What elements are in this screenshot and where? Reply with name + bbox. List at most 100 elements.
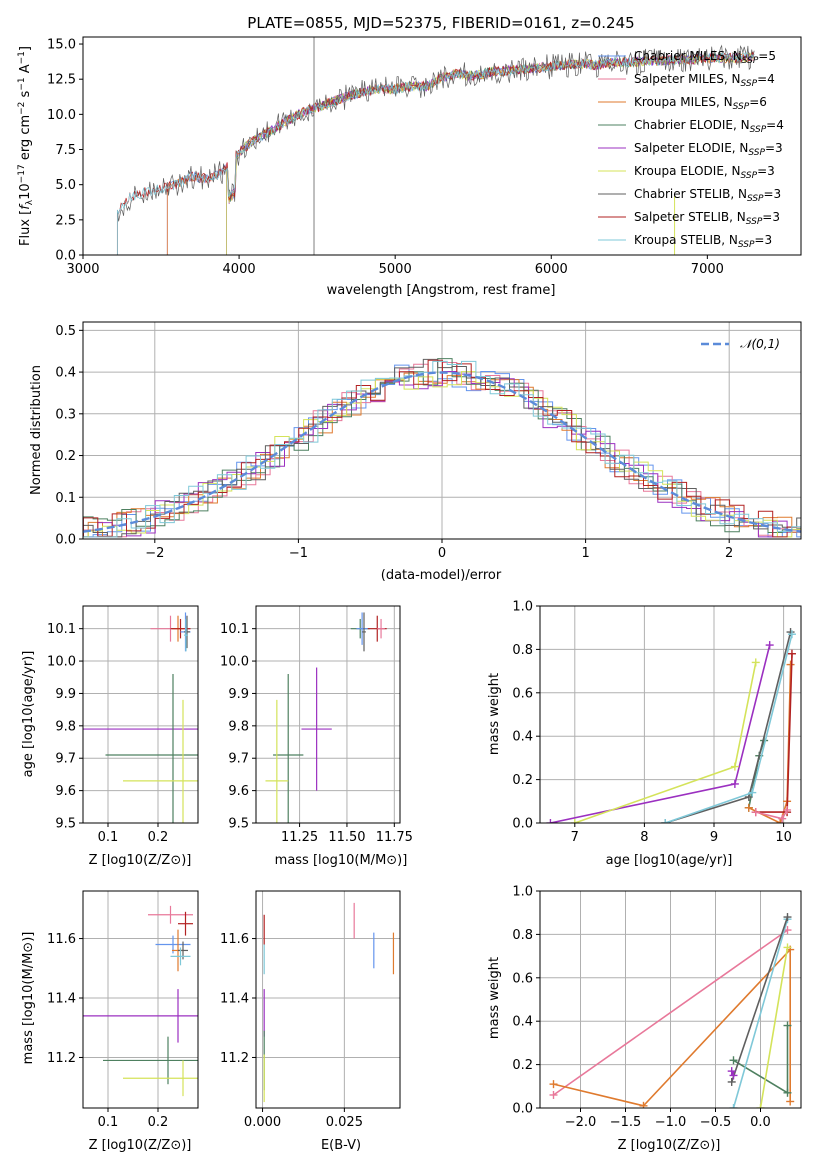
x-tick-label: −1.0 — [655, 1115, 687, 1130]
plot-layer: 3000 4000 5000 6000 70000.02.55.07.510.012.5… — [17, 36, 802, 1130]
y-tick-label: 5.0 — [55, 178, 76, 193]
y-tick-label: 10.0 — [220, 655, 249, 670]
z-weight-ylabel: mass weight — [487, 957, 502, 1039]
weight-line-kroupa_miles — [553, 947, 791, 1107]
x-tick-label: 0.2 — [148, 830, 169, 845]
y-tick-label: 0.4 — [512, 730, 533, 745]
weight-line-salpeter_miles — [553, 929, 788, 1096]
z-weight-xlabel: Z [log10(Z/Z⊙)] — [618, 1138, 721, 1153]
legend-entry: Salpeter STELIB, NSSP=3 — [634, 210, 780, 227]
x-tick-label: 1 — [581, 546, 589, 561]
ebv-mass-xlabel: E(B-V) — [321, 1138, 361, 1153]
residual-histograms — [83, 358, 801, 538]
histogram-chabrier_miles — [83, 364, 801, 538]
plot-frame — [255, 890, 401, 1109]
x-tick-label: 2 — [725, 546, 733, 561]
weight-line-chabrier_stelib — [730, 916, 789, 1083]
legend-entry: Chabrier ELODIE, NSSP=4 — [634, 118, 784, 135]
y-tick-label: 0.6 — [512, 686, 533, 701]
weights-z_weight — [549, 913, 795, 1108]
panel-age_weight: 7 8 9 10 0.0 0.2 0.4 0.6 0.8 1.0 — [512, 600, 801, 845]
normal-curve — [83, 371, 801, 533]
plot-frame — [82, 605, 199, 824]
y-tick-label: 10.0 — [47, 108, 76, 123]
weight-line-kroupa_elodie — [759, 947, 789, 1108]
y-tick-label: 0.8 — [512, 643, 533, 658]
x-tick-label: 0 — [438, 546, 446, 561]
spectrum-line-chabrier_stelib — [116, 44, 755, 255]
panel-mass_age: 11.25 11.50 11.75 9.5 9.6 9.7 9.8 9.9 10.0 10.1 — [220, 606, 413, 845]
residuals-ylabel: Normed distribution — [29, 365, 44, 495]
y-tick-label: 9.7 — [55, 752, 76, 767]
x-tick-label: 6000 — [535, 262, 568, 277]
y-tick-label: 9.8 — [55, 719, 76, 734]
spectrum-line-salpeter_elodie — [226, 51, 754, 255]
x-tick-label: 0.1 — [98, 1115, 119, 1130]
histogram-salpeter_stelib — [83, 359, 801, 538]
x-tick-label: 7 — [571, 830, 579, 845]
weight-line-salpeter_elodie — [550, 644, 771, 823]
y-tick-label: 7.5 — [55, 143, 76, 158]
legend-entry: Chabrier MILES, NSSP=5 — [634, 49, 776, 66]
legend-entry: 𝒩(0,1) — [740, 337, 780, 351]
plot-frame — [255, 605, 401, 824]
x-tick-label: 10 — [775, 830, 792, 845]
y-tick-label: 11.2 — [220, 1051, 249, 1066]
panel-ebv_mass: 0.000 0.025 11.2 11.4 11.6 — [220, 891, 400, 1130]
y-tick-label: 9.5 — [55, 817, 76, 832]
spectrum-line-salpeter_stelib — [116, 51, 755, 255]
y-tick-label: 10.1 — [220, 622, 249, 637]
y-tick-label: 10.1 — [47, 622, 76, 637]
y-tick-label: 11.4 — [220, 992, 249, 1007]
y-tick-label: 0.6 — [512, 971, 533, 986]
y-tick-label: 11.6 — [220, 932, 249, 947]
y-tick-label: 9.6 — [228, 784, 249, 799]
y-tick-label: 1.0 — [512, 885, 533, 900]
errorbars-mass_age — [265, 612, 387, 823]
x-tick-label: 11.75 — [376, 830, 413, 845]
histogram-kroupa_stelib — [83, 360, 801, 538]
x-tick-label: 0.000 — [244, 1115, 281, 1130]
legend-entry: Salpeter ELODIE, NSSP=3 — [634, 141, 783, 158]
weights-age_weight — [546, 628, 796, 823]
y-tick-label: 1.0 — [512, 600, 533, 615]
y-tick-label: 9.8 — [228, 719, 249, 734]
y-tick-label: 0.0 — [55, 249, 76, 264]
residuals-xlabel: (data-model)/error — [381, 568, 502, 583]
y-tick-label: 0.8 — [512, 928, 533, 943]
errorbars-z_age — [83, 612, 198, 823]
z-mass-xlabel: Z [log10(Z/Z⊙)] — [89, 1138, 192, 1153]
x-tick-label: 9 — [710, 830, 718, 845]
y-tick-label: 0.0 — [55, 533, 76, 548]
x-tick-label: −2.0 — [565, 1115, 597, 1130]
y-tick-label: 10.0 — [47, 655, 76, 670]
x-tick-label: 5000 — [379, 262, 412, 277]
plot-frame — [539, 890, 802, 1109]
y-tick-label: 0.5 — [55, 324, 76, 339]
x-tick-label: 0.025 — [326, 1115, 363, 1130]
panel-z_age: 0.1 0.2 9.5 9.6 9.7 9.8 9.9 10.0 10.1 — [47, 606, 198, 845]
y-tick-label: 9.9 — [55, 687, 76, 702]
y-tick-label: 11.2 — [47, 1051, 76, 1066]
legend-entry: Kroupa MILES, NSSP=6 — [634, 95, 767, 112]
y-tick-label: 0.1 — [55, 491, 76, 506]
x-tick-label: 8 — [640, 830, 648, 845]
spectrum-title: PLATE=0855, MJD=52375, FIBERID=0161, z=0… — [247, 14, 634, 32]
spectrum-line-kroupa_stelib — [116, 51, 755, 255]
x-tick-label: 0.1 — [98, 830, 119, 845]
x-tick-label: 11.50 — [328, 830, 365, 845]
legend-entry: Kroupa ELODIE, NSSP=3 — [634, 164, 775, 181]
panel-z_mass: 0.1 0.2 11.2 11.4 11.6 — [47, 891, 198, 1130]
x-tick-label: 11.25 — [281, 830, 318, 845]
x-tick-label: 7000 — [691, 262, 724, 277]
x-tick-label: 4000 — [223, 262, 256, 277]
plot-frame — [539, 605, 802, 824]
y-tick-label: 0.4 — [55, 366, 76, 381]
legend-entry: Kroupa STELIB, NSSP=3 — [634, 233, 772, 250]
y-tick-label: 11.4 — [47, 992, 76, 1007]
panel-residuals: −2 −1 0 1 2 0.0 0.1 0.2 0.3 0.4 0.5 — [55, 322, 801, 561]
y-tick-label: 2.5 — [55, 213, 76, 228]
age-weight-xlabel: age [log10(age/yr)] — [606, 853, 733, 868]
x-tick-label: −2 — [145, 546, 164, 561]
